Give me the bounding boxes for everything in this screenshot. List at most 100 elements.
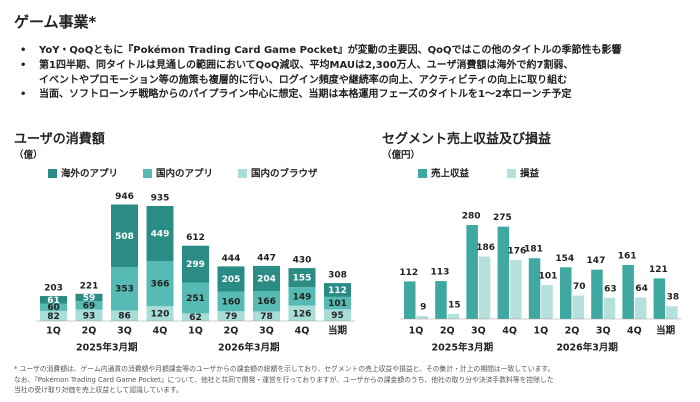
segment-value-label: 508 (115, 232, 134, 242)
bar-segment (40, 296, 67, 304)
page-title: ゲーム事業* (14, 13, 97, 31)
segment-value-label: 251 (186, 294, 205, 304)
segment-value-label: 112 (328, 286, 347, 296)
x-tick-label: 4Q (153, 326, 168, 337)
bar-segment (111, 267, 138, 311)
segment-value-label: 101 (328, 299, 347, 309)
bar-segment (217, 266, 245, 292)
bar (541, 285, 553, 319)
bullet-item: • 第1四半期、同タイトルは見通しの範囲においてQoQ減収、平均MAUは2,300… (20, 59, 622, 89)
period-label: 2026年3月期 (556, 342, 618, 354)
x-tick-label: 1Q (46, 326, 61, 337)
summary-bullets: • YoY・QoQともに『Pokémon Trading Card Game Po… (20, 44, 622, 103)
bar-value-label: 176 (507, 246, 526, 256)
bar-segment (288, 287, 316, 306)
bar-segment (146, 205, 174, 262)
x-tick-label: 4Q (627, 326, 642, 337)
bar (478, 256, 491, 319)
bar-segment (253, 290, 280, 312)
legend-swatch (143, 169, 152, 178)
legend-label: 損益 (520, 168, 540, 180)
bar-value-label: 275 (493, 213, 512, 223)
bar-value-label: 181 (524, 245, 543, 255)
bar-value-label: 147 (587, 256, 606, 266)
legend-label: 海外のアプリ (61, 168, 118, 180)
bar-value-label: 70 (573, 282, 586, 292)
bullet-mark: • (20, 89, 27, 101)
bullet-mark: • (20, 59, 27, 71)
legend-label: 国内のブラウザ (251, 168, 318, 180)
bar-total-label: 308 (328, 271, 347, 281)
segment-value-label: 126 (293, 309, 312, 319)
segment-value-label: 299 (186, 260, 205, 270)
x-tick-label: 3Q (596, 326, 611, 337)
segment-value-label: 353 (115, 285, 134, 295)
bar (435, 281, 447, 319)
bar (591, 269, 603, 319)
bar-segment (217, 311, 245, 321)
bar (603, 297, 616, 319)
bar-value-label: 280 (462, 212, 481, 222)
bar-total-label: 444 (222, 254, 241, 264)
bar-segment (253, 311, 280, 321)
bar-segment (324, 296, 351, 310)
bar-value-label: 63 (604, 284, 617, 294)
bar (466, 225, 478, 319)
bar (510, 259, 522, 319)
segment-value-label: 366 (151, 280, 170, 290)
bar-value-label: 64 (635, 284, 648, 294)
x-tick-label: 2Q (440, 326, 455, 337)
segment-value-label: 60 (47, 303, 60, 313)
segment-value-label: 120 (151, 310, 170, 320)
bar-segment (75, 309, 103, 321)
bar (572, 295, 584, 319)
bullet-item: • 当面、ソフトローンチ戦略からのパイプライン中心に想定、当期は本格運用フェーズの… (20, 88, 622, 103)
x-tick-label: 2Q (224, 326, 239, 337)
segment-value-label: 449 (151, 230, 170, 240)
segment-value-label: 79 (225, 312, 238, 322)
legend-swatch (238, 169, 247, 178)
x-tick-label: 1Q (409, 326, 424, 337)
bar (634, 297, 647, 319)
period-label: 2025年3月期 (76, 342, 138, 354)
x-tick-label: 4Q (295, 326, 310, 337)
period-label: 2025年3月期 (432, 342, 494, 354)
bar-total-label: 430 (293, 256, 312, 266)
bullet-text: 当面、ソフトローンチ戦略からのパイプライン中心に想定、当期は本格運用フェーズのタ… (39, 89, 572, 101)
segment-value-label: 62 (189, 313, 202, 323)
bullet-text: 第1四半期、同タイトルは見通しの範囲においてQoQ減収、平均MAUは2,300万… (39, 59, 574, 86)
bar-segment (111, 204, 138, 268)
bar (404, 281, 416, 319)
bar-segment (324, 309, 351, 321)
left-chart-title: ユーザの消費額 (14, 132, 105, 147)
bar-value-label: 38 (667, 293, 680, 303)
bar-value-label: 154 (555, 254, 574, 264)
segment-value-label: 160 (222, 297, 241, 307)
bar-segment (288, 305, 316, 321)
bar-value-label: 186 (476, 243, 495, 253)
bar (416, 315, 428, 319)
bar (528, 258, 541, 319)
segment-value-label: 205 (222, 275, 241, 285)
x-tick-label: 1Q (188, 326, 203, 337)
segment-value-label: 61 (47, 296, 60, 306)
segment-value-label: 59 (83, 293, 96, 303)
bullet-text: YoY・QoQともに『Pokémon Trading Card Game Poc… (39, 45, 622, 56)
bar-value-label: 121 (649, 265, 668, 275)
x-tick-label: 3Q (471, 326, 486, 337)
bar-value-label: 101 (539, 272, 558, 282)
bar-segment (75, 301, 103, 310)
bar-total-label: 935 (151, 193, 170, 203)
bullet-item: • YoY・QoQともに『Pokémon Trading Card Game Po… (20, 44, 622, 59)
bar-segment (182, 245, 209, 283)
bar (497, 226, 510, 319)
segment-value-label: 69 (83, 301, 96, 311)
x-tick-label: 2Q (565, 326, 580, 337)
bar-value-label: 113 (431, 268, 450, 278)
right-chart-title: セグメント売上収益及び損益 (382, 132, 552, 147)
x-tick-label: 4Q (502, 326, 517, 337)
x-tick-label: 当期 (656, 325, 675, 337)
segment-value-label: 204 (257, 274, 276, 284)
bar-total-label: 946 (115, 192, 134, 202)
